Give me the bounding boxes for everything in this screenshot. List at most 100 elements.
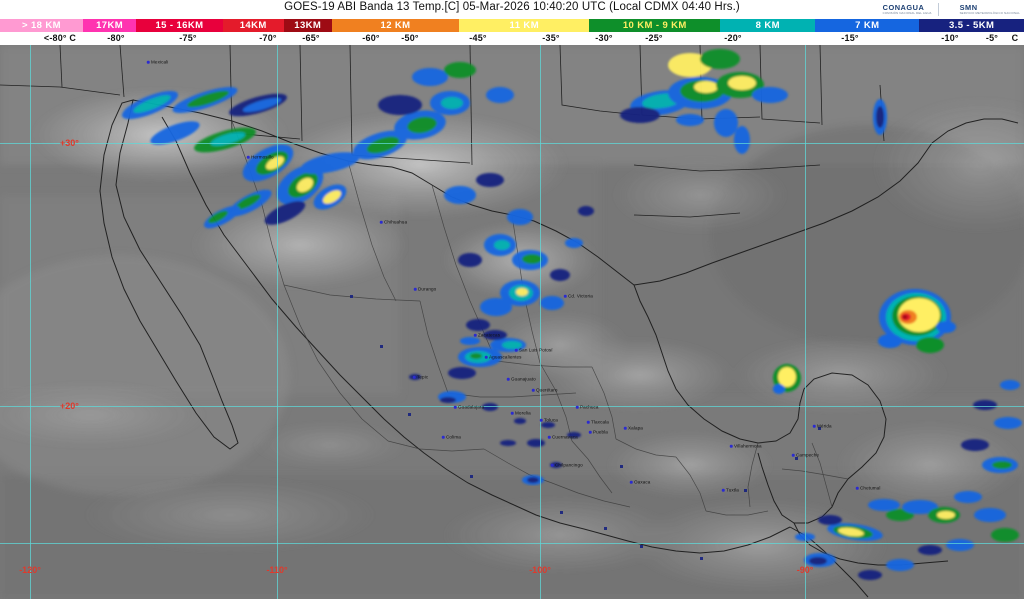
- temperature-tick-label: -75°: [179, 33, 197, 43]
- city-marker-icon: [623, 426, 627, 430]
- scattered-cloud-pixels: [350, 295, 821, 560]
- temperature-tick-label: -65°: [302, 33, 320, 43]
- convection-campeche-cell: [773, 364, 801, 394]
- water-drop-icon: [868, 3, 880, 16]
- temperature-tick-label: -5°: [985, 33, 999, 43]
- convection-northeast: [620, 49, 887, 154]
- city-label: Colima: [446, 434, 461, 440]
- scale-segment: 14KM: [222, 19, 284, 32]
- city-marker-icon: [379, 220, 383, 224]
- smn-logo: SMN SERVICIO METEOROLÓGICO NACIONAL: [945, 3, 1020, 16]
- city-marker-icon: [146, 60, 150, 64]
- longitude-label: -90°: [796, 565, 814, 575]
- city-label: Mexicali: [151, 59, 169, 65]
- header-bar: GOES-19 ABI Banda 13 Temp.[C] 05-Mar-202…: [0, 0, 1024, 19]
- city-label: Cd. Victoria: [568, 293, 593, 299]
- agency-logos: CONAGUA COMISIÓN NACIONAL DEL AGUA SMN S…: [868, 1, 1020, 18]
- temperature-tick-label: -45°: [469, 33, 487, 43]
- conagua-sublabel: COMISIÓN NACIONAL DEL AGUA: [882, 11, 932, 16]
- convection-southeast: [795, 380, 1022, 580]
- scale-segment: 7 KM: [815, 19, 920, 32]
- latitude-gridline: [0, 543, 1024, 544]
- scale-segment: 3.5 - 5KM: [919, 19, 1024, 32]
- conagua-label: CONAGUA: [882, 2, 925, 12]
- convection-northwest: [121, 62, 514, 229]
- temperature-tick-label: -80°: [107, 33, 125, 43]
- scale-segment: 11 KM: [459, 19, 590, 32]
- city-label: Durango: [418, 286, 437, 292]
- city-marker-icon: [441, 435, 445, 439]
- city-label: Tlaxcala: [591, 419, 609, 425]
- city-marker-icon: [506, 377, 510, 381]
- latitude-gridline: [0, 143, 1024, 144]
- temperature-tick-label: -70°: [259, 33, 277, 43]
- page-title: GOES-19 ABI Banda 13 Temp.[C] 05-Mar-202…: [284, 1, 740, 13]
- city-label: Tepic: [417, 374, 429, 380]
- logo-divider: [937, 3, 939, 16]
- city-label: Guanajuato: [511, 376, 536, 382]
- city-marker-icon: [246, 155, 250, 159]
- longitude-label: -110°: [266, 565, 288, 575]
- scale-segment: > 18 KM: [0, 19, 83, 32]
- scale-segment: 13KM: [283, 19, 332, 32]
- city-label: Guadalajara: [458, 404, 485, 410]
- longitude-label: -120°: [19, 565, 41, 575]
- smn-sublabel: SERVICIO METEOROLÓGICO NACIONAL: [959, 11, 1020, 16]
- city-label: Morelia: [515, 410, 531, 416]
- city-marker-icon: [563, 294, 567, 298]
- city-marker-icon: [855, 486, 859, 490]
- city-marker-icon: [484, 355, 488, 359]
- scale-segment: 17KM: [82, 19, 137, 32]
- city-marker-icon: [575, 405, 579, 409]
- city-marker-icon: [514, 348, 518, 352]
- temperature-tick-label: C: [1011, 33, 1019, 43]
- convection-central: [409, 330, 581, 468]
- convection-south-pacific: [522, 475, 544, 485]
- city-marker-icon: [629, 480, 633, 484]
- temperature-scale: <-80° C -80° -75° -70° -65° -60° -50° -45° -35° -…: [0, 32, 1024, 45]
- temperature-tick-label: -15°: [841, 33, 859, 43]
- city-label: Puebla: [593, 429, 608, 435]
- scale-segment: 15 - 16KM: [136, 19, 223, 32]
- city-marker-icon: [547, 435, 551, 439]
- city-label: Xalapa: [628, 425, 643, 431]
- low-cloud-field: [0, 87, 1024, 593]
- city-label: Tuxtla: [726, 487, 739, 493]
- longitude-gridline: [805, 45, 806, 599]
- city-marker-icon: [812, 424, 816, 428]
- smn-label: SMN: [959, 2, 978, 12]
- longitude-gridline: [277, 45, 278, 599]
- city-marker-icon: [453, 405, 457, 409]
- satellite-map[interactable]: +30° +20° -120° -110° -100° -90° Mexicali Hermo…: [0, 45, 1024, 599]
- city-marker-icon: [531, 388, 535, 392]
- city-label: Hermosillo: [251, 154, 274, 160]
- scale-segment: 8 KM: [720, 19, 816, 32]
- city-label: Oaxaca: [634, 479, 651, 485]
- city-label: Cuernavaca: [552, 434, 578, 440]
- city-marker-icon: [791, 453, 795, 457]
- temperature-tick-label: -35°: [542, 33, 560, 43]
- city-label: Toluca: [544, 417, 558, 423]
- city-marker-icon: [588, 430, 592, 434]
- scale-segment: 10 KM - 9 KM: [589, 19, 721, 32]
- convection-gulf-cell: [878, 289, 956, 353]
- city-marker-icon: [412, 375, 416, 379]
- city-marker-icon: [413, 287, 417, 291]
- map-canvas: [0, 45, 1024, 599]
- city-label: Zacatecas: [478, 332, 501, 338]
- city-label: Querétaro: [536, 387, 558, 393]
- city-marker-icon: [721, 488, 725, 492]
- conagua-logo: CONAGUA COMISIÓN NACIONAL DEL AGUA: [868, 3, 932, 16]
- temperature-tick-label: -30°: [595, 33, 613, 43]
- latitude-gridline: [0, 406, 1024, 407]
- cloud-top-height-scale: > 18 KM 17KM 15 - 16KM 14KM 13KM 12 KM 11 KM 10…: [0, 19, 1024, 32]
- city-marker-icon: [473, 333, 477, 337]
- temperature-tick-label: -20°: [724, 33, 742, 43]
- city-label: San Luis Potosí: [519, 347, 553, 353]
- convection-north-central: [444, 173, 594, 331]
- city-label: Pachuca: [580, 404, 599, 410]
- city-label: Chihuahua: [384, 219, 408, 225]
- latitude-label: +30°: [60, 138, 79, 148]
- city-marker-icon: [539, 418, 543, 422]
